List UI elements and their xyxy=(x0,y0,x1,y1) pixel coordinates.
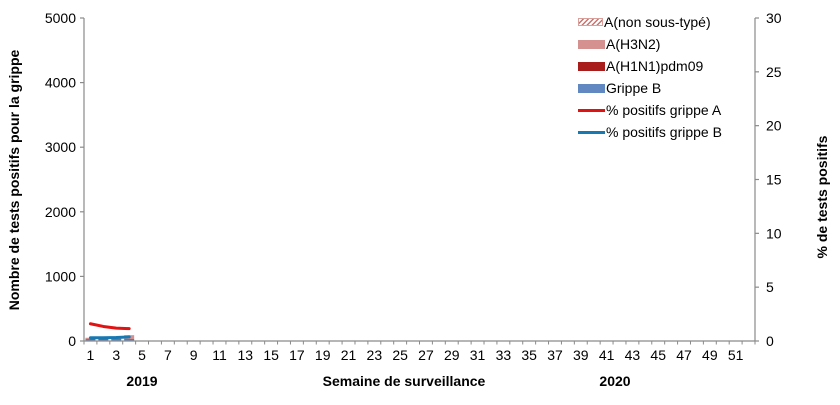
bar-a-h1n1-pdm09 xyxy=(85,339,96,341)
legend-swatch-a-non-sous-typ xyxy=(578,18,603,26)
year-label-2020: 2020 xyxy=(599,373,631,389)
legend-item-a-h1n1-pdm09: A(H1N1)pdm09 xyxy=(578,55,722,77)
legend-label-a-h1n1-pdm09: A(H1N1)pdm09 xyxy=(606,58,704,74)
x-axis-tick-label: 51 xyxy=(728,347,744,363)
legend-label-positifs-grippe-b: % positifs grippe B xyxy=(606,124,722,140)
x-axis-tick-label: 35 xyxy=(521,347,537,363)
x-axis-tick-label: 43 xyxy=(625,347,641,363)
x-axis-tick-label: 9 xyxy=(190,347,198,363)
legend-swatch-positifs-grippe-a xyxy=(578,108,605,112)
right-axis-tick-label: 0 xyxy=(766,333,774,349)
x-axis-tick-label: 29 xyxy=(444,347,460,363)
bar-a-h1n1-pdm09 xyxy=(98,339,109,341)
x-axis-title: Semaine de surveillance xyxy=(322,373,486,389)
x-axis-tick-label: 33 xyxy=(496,347,512,363)
right-axis-tick-label: 20 xyxy=(766,118,782,134)
left-axis-tick-label: 0 xyxy=(68,333,76,349)
bar-a-h1n1-pdm09 xyxy=(124,339,135,340)
legend-item-positifs-grippe-a: % positifs grippe A xyxy=(578,99,722,121)
x-axis-tick-label: 11 xyxy=(212,347,227,363)
x-axis-tick-label: 45 xyxy=(650,347,666,363)
legend-label-positifs-grippe-a: % positifs grippe A xyxy=(606,102,722,118)
x-axis-tick-label: 7 xyxy=(164,347,172,363)
line-positifs-grippe-b xyxy=(88,335,131,340)
chart-legend: A(non sous-typé) A(H3N2) A(H1N1)pdm09 Gripp… xyxy=(578,11,722,143)
x-axis-tick-label: 13 xyxy=(238,347,254,363)
right-axis-tick-label: 25 xyxy=(766,64,782,80)
right-axis-title: % de tests positifs xyxy=(814,135,830,259)
x-axis-tick-label: 15 xyxy=(263,347,279,363)
x-axis-tick-label: 39 xyxy=(573,347,589,363)
legend-swatch-positifs-grippe-b xyxy=(578,130,605,134)
legend-swatch-a-h1n1-pdm09 xyxy=(578,61,605,71)
right-axis-tick-label: 30 xyxy=(766,10,782,26)
x-axis-tick-label: 1 xyxy=(87,347,95,363)
left-axis-tick-label: 3000 xyxy=(45,139,76,155)
legend-item-a-h3n2: A(H3N2) xyxy=(578,33,722,55)
legend-item-a-non-sous-typ: A(non sous-typé) xyxy=(578,11,722,33)
legend-swatch-a-h3n2 xyxy=(578,39,605,49)
x-axis-tick-label: 31 xyxy=(470,347,486,363)
left-axis-title: Nombre de tests positifs pour la grippe xyxy=(6,49,22,311)
legend-item-positifs-grippe-b: % positifs grippe B xyxy=(578,121,722,143)
x-axis-tick-label: 25 xyxy=(392,347,408,363)
year-label-2019: 2019 xyxy=(126,373,158,389)
bar-grippe-b xyxy=(124,339,135,341)
left-axis-tick-label: 4000 xyxy=(45,75,76,91)
x-axis-tick-label: 27 xyxy=(418,347,434,363)
legend-label-grippe-b: Grippe B xyxy=(606,80,662,96)
x-axis-tick-label: 19 xyxy=(315,347,331,363)
line-positifs-grippe-a xyxy=(88,322,131,331)
x-axis-tick-label: 21 xyxy=(341,347,357,363)
x-axis-tick-label: 41 xyxy=(599,347,615,363)
x-axis-tick-label: 47 xyxy=(676,347,692,363)
right-axis-tick-label: 10 xyxy=(766,225,782,241)
x-axis-tick-label: 5 xyxy=(138,347,146,363)
bar-grippe-b xyxy=(111,339,122,341)
x-axis-tick-label: 49 xyxy=(702,347,718,363)
legend-item-grippe-b: Grippe B xyxy=(578,77,722,99)
legend-swatch-grippe-b xyxy=(578,83,605,93)
right-axis-tick-label: 5 xyxy=(766,279,774,295)
legend-label-a-non-sous-typ: A(non sous-typé) xyxy=(604,14,711,30)
x-axis-tick-label: 3 xyxy=(112,347,120,363)
x-axis-tick-label: 17 xyxy=(289,347,305,363)
bar-a-h1n1-pdm09 xyxy=(111,339,122,340)
left-axis-tick-label: 1000 xyxy=(45,268,76,284)
left-axis-tick-label: 5000 xyxy=(45,10,76,26)
left-axis-tick-label: 2000 xyxy=(45,204,76,220)
x-axis-tick-label: 37 xyxy=(547,347,563,363)
right-axis-tick-label: 15 xyxy=(766,172,782,188)
x-axis-tick-label: 23 xyxy=(367,347,383,363)
legend-label-a-h3n2: A(H3N2) xyxy=(606,36,661,52)
